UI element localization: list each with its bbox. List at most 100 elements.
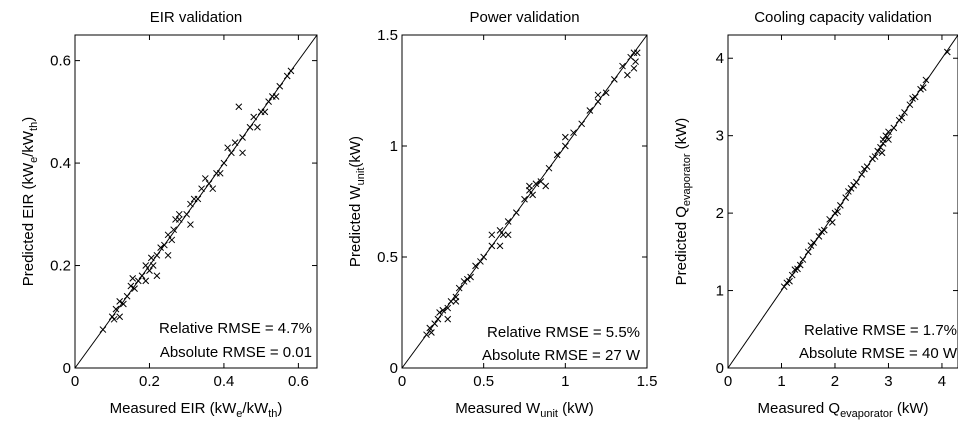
x-tick-label: 0.5: [473, 373, 494, 390]
x-tick-label: 0: [724, 373, 732, 390]
data-point: [804, 248, 812, 256]
data-point: [205, 180, 213, 187]
data-point: [153, 251, 161, 259]
plot-frame: [74, 34, 318, 369]
data-point: [878, 149, 886, 157]
data-point: [99, 326, 107, 333]
data-point: [254, 123, 261, 131]
y-tick-label: 0: [63, 360, 71, 377]
y-axis-label-main: Predicted Q: [673, 206, 690, 285]
data-point: [602, 89, 610, 97]
data-point: [224, 144, 231, 152]
chart-title: EIR validation: [150, 9, 243, 26]
data-point: [570, 129, 577, 137]
data-point: [460, 278, 468, 285]
y-axis-label-main: Predicted W: [347, 185, 364, 268]
plot-frame: [727, 34, 958, 369]
panel-2: Power validation 0 0.5 1 1.5 0 0.5 1 1.5 Measured…: [347, 9, 657, 420]
data-point: [198, 185, 205, 193]
data-point: [147, 254, 155, 262]
identity-line: [401, 34, 648, 369]
data-point: [610, 76, 618, 83]
data-point: [157, 244, 164, 251]
data-point: [874, 147, 882, 155]
absolute-rmse-annotation: Absolute RMSE = 0.01: [160, 344, 312, 361]
data-point: [123, 292, 131, 300]
data-point: [796, 261, 804, 269]
absolute-rmse-annotation: Absolute RMSE = 40 W: [799, 345, 958, 362]
y-tick-label: 0.5: [377, 249, 398, 266]
identity-line: [727, 34, 958, 369]
data-point: [463, 275, 471, 283]
data-point: [428, 329, 435, 336]
data-point: [187, 200, 194, 208]
data-point: [239, 149, 246, 157]
data-point: [504, 218, 512, 225]
data-point: [168, 236, 176, 244]
data-point: [276, 82, 284, 90]
y-tick-label: 1.5: [377, 27, 398, 44]
data-point: [127, 282, 135, 290]
x-axis-label-sub2: th: [268, 408, 277, 420]
data-point: [496, 227, 504, 234]
x-tick-label: 3: [884, 373, 892, 390]
data-point: [261, 108, 269, 116]
data-point: [561, 142, 569, 150]
data-point: [161, 241, 168, 249]
y-axis-label: Predicted EIR (kWe/kWth): [20, 117, 40, 287]
data-point: [467, 273, 474, 281]
data-point: [201, 175, 209, 182]
data-point: [630, 49, 638, 57]
data-point: [871, 153, 879, 160]
data-point: [116, 313, 124, 321]
data-point: [594, 98, 602, 105]
y-tick-label: 0: [390, 360, 398, 377]
data-point: [499, 231, 507, 239]
data-point: [818, 228, 825, 236]
data-point: [216, 169, 224, 177]
data-point: [630, 64, 638, 72]
y-axis-label-sub1: unit: [355, 168, 367, 186]
data-point: [919, 84, 927, 92]
data-point: [624, 71, 631, 79]
data-point: [922, 76, 930, 84]
data-point: [239, 134, 246, 141]
x-axis-label-end: (kW): [893, 400, 929, 417]
x-tick-label: 0.2: [139, 373, 160, 390]
data-point: [231, 139, 239, 146]
data-point: [532, 180, 540, 188]
x-tick-label: 0.6: [288, 373, 309, 390]
data-point: [521, 195, 528, 203]
data-point: [877, 143, 884, 151]
data-point: [901, 109, 908, 116]
data-point: [187, 221, 194, 228]
data-point: [134, 277, 142, 285]
y-tick-label: 0.2: [50, 258, 71, 275]
data-point: [619, 62, 626, 70]
x-axis-label-sub1: e: [236, 408, 242, 420]
x-tick-label: 4: [938, 373, 946, 390]
data-point: [799, 256, 807, 263]
relative-rmse-annotation: Relative RMSE = 5.5%: [487, 324, 640, 341]
y-tick-label: 1: [716, 283, 724, 300]
data-point: [906, 101, 914, 109]
data-point: [788, 271, 796, 279]
data-point: [834, 208, 842, 215]
data-point: [423, 331, 430, 339]
data-point: [480, 253, 488, 261]
data-point: [172, 216, 179, 223]
data-point: [444, 315, 452, 323]
data-point: [455, 284, 463, 292]
data-point: [633, 49, 641, 57]
x-tick-label: 2: [831, 373, 839, 390]
relative-rmse-annotation: Relative RMSE = 1.7%: [804, 322, 957, 339]
y-axis-label-main: Predicted EIR (kW: [20, 162, 37, 286]
data-point: [794, 265, 801, 273]
data-point: [561, 133, 569, 141]
data-point: [504, 231, 512, 239]
data-point: [836, 202, 844, 209]
data-point: [209, 185, 217, 193]
data-point: [885, 136, 892, 143]
data-point: [444, 304, 452, 312]
data-point: [164, 231, 172, 239]
